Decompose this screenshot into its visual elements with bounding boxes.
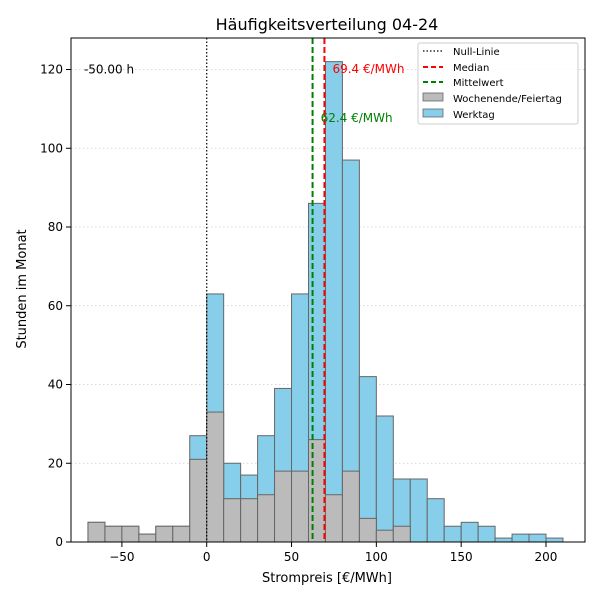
x-tick-label: 100 xyxy=(365,550,388,564)
y-tick-label: 40 xyxy=(48,378,63,392)
annotation-text: -50.00 h xyxy=(84,63,134,77)
reference-line-label: 69.4 €/MWh xyxy=(332,62,404,76)
y-tick-label: 100 xyxy=(40,141,63,155)
legend-werktag-swatch xyxy=(422,108,444,118)
werktag-bar xyxy=(324,61,343,543)
x-axis-label: Strompreis [€/MWh] xyxy=(262,571,392,586)
weekend-bar xyxy=(223,498,242,543)
weekend-bar xyxy=(206,411,225,543)
werktag-bar xyxy=(375,415,394,543)
y-axis-ticks: 0 20 40 60 80 100 120 xyxy=(40,63,71,549)
y-tick-label: 20 xyxy=(48,456,63,470)
weekend-bar xyxy=(341,470,360,543)
werktag-bar xyxy=(545,537,564,543)
weekend-bar xyxy=(324,494,343,543)
weekend-bar xyxy=(87,521,106,543)
weekend-bar xyxy=(121,525,140,543)
weekend-bar xyxy=(358,517,377,543)
x-axis-ticks: −50 0 50 100 150 200 xyxy=(109,542,557,564)
y-tick-label: 120 xyxy=(40,63,63,77)
weekend-bar xyxy=(392,525,411,543)
legend-median-label: Median xyxy=(453,63,489,74)
x-tick-label: 150 xyxy=(450,550,473,564)
legend: Null-Linie Median Mittelwert Wochenende/… xyxy=(417,42,579,125)
annotations: -50.00 h xyxy=(84,63,134,77)
reference-lines: 69.4 €/MWh 62.4 €/MWh xyxy=(206,38,404,542)
weekend-bar xyxy=(274,470,293,543)
werktag-bar xyxy=(409,478,428,543)
x-tick-label: 200 xyxy=(535,550,558,564)
weekend-bar xyxy=(138,533,157,543)
x-tick-label: 0 xyxy=(203,550,211,564)
legend-weekend-swatch xyxy=(422,92,444,102)
weekend-bar xyxy=(189,458,208,543)
weekend-bar xyxy=(104,525,123,543)
werktag-bar xyxy=(477,525,496,543)
weekend-bar xyxy=(172,525,191,543)
plot-frame xyxy=(70,37,586,543)
legend-null-line-label: Null-Linie xyxy=(453,47,500,58)
x-tick-label: −50 xyxy=(109,550,134,564)
werktag-bar xyxy=(494,537,513,543)
weekend-bar xyxy=(155,525,174,543)
werktag-bar xyxy=(358,376,377,543)
weekend-bar xyxy=(291,470,309,543)
werktag-bar xyxy=(528,533,547,543)
legend-mean-label: Mittelwert xyxy=(453,78,504,89)
werktag-bar xyxy=(511,533,530,543)
y-tick-label: 60 xyxy=(48,299,63,313)
y-axis-label: Stunden im Monat xyxy=(15,229,30,348)
chart-title: Häufigkeitsverteilung 04-24 xyxy=(216,15,439,34)
weekend-bar xyxy=(307,439,326,543)
weekend-bar xyxy=(257,494,276,543)
legend-werktag-label: Werktag xyxy=(453,110,495,121)
weekend-bar xyxy=(375,529,394,543)
legend-box xyxy=(417,42,579,125)
werktag-bar xyxy=(426,498,445,543)
reference-line-label: 62.4 €/MWh xyxy=(321,111,393,125)
y-tick-label: 0 xyxy=(55,535,63,549)
y-tick-label: 80 xyxy=(48,220,63,234)
werktag-bar xyxy=(443,525,462,543)
legend-weekend-label: Wochenende/Feiertag xyxy=(453,94,562,105)
x-tick-label: 50 xyxy=(284,550,299,564)
werktag-bar xyxy=(460,521,479,543)
weekend-bar xyxy=(240,498,259,543)
